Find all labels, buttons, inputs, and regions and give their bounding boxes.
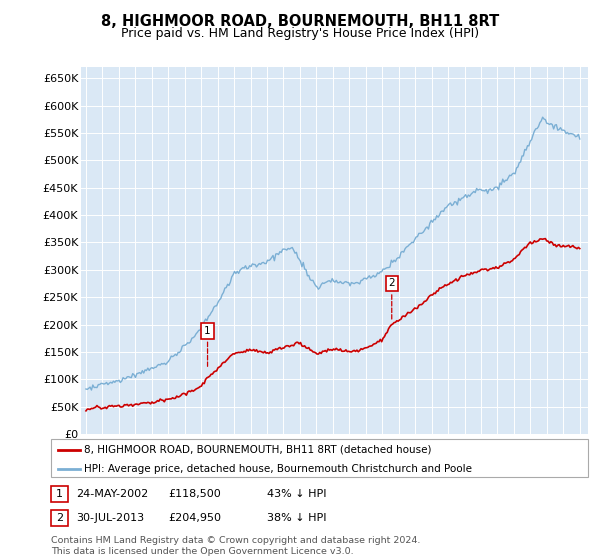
Text: 8, HIGHMOOR ROAD, BOURNEMOUTH, BH11 8RT (detached house): 8, HIGHMOOR ROAD, BOURNEMOUTH, BH11 8RT … xyxy=(84,445,431,455)
Text: 2: 2 xyxy=(56,513,63,523)
Text: 1: 1 xyxy=(204,326,211,366)
Text: 2: 2 xyxy=(388,278,395,319)
Text: Price paid vs. HM Land Registry's House Price Index (HPI): Price paid vs. HM Land Registry's House … xyxy=(121,27,479,40)
Text: 8, HIGHMOOR ROAD, BOURNEMOUTH, BH11 8RT: 8, HIGHMOOR ROAD, BOURNEMOUTH, BH11 8RT xyxy=(101,14,499,29)
Text: 24-MAY-2002: 24-MAY-2002 xyxy=(76,489,148,499)
Text: 43% ↓ HPI: 43% ↓ HPI xyxy=(267,489,326,499)
Text: £118,500: £118,500 xyxy=(168,489,221,499)
Text: HPI: Average price, detached house, Bournemouth Christchurch and Poole: HPI: Average price, detached house, Bour… xyxy=(84,464,472,474)
Text: 38% ↓ HPI: 38% ↓ HPI xyxy=(267,513,326,523)
Text: £204,950: £204,950 xyxy=(168,513,221,523)
Text: 1: 1 xyxy=(56,489,63,499)
Text: Contains HM Land Registry data © Crown copyright and database right 2024.
This d: Contains HM Land Registry data © Crown c… xyxy=(51,536,421,556)
Text: 30-JUL-2013: 30-JUL-2013 xyxy=(76,513,145,523)
